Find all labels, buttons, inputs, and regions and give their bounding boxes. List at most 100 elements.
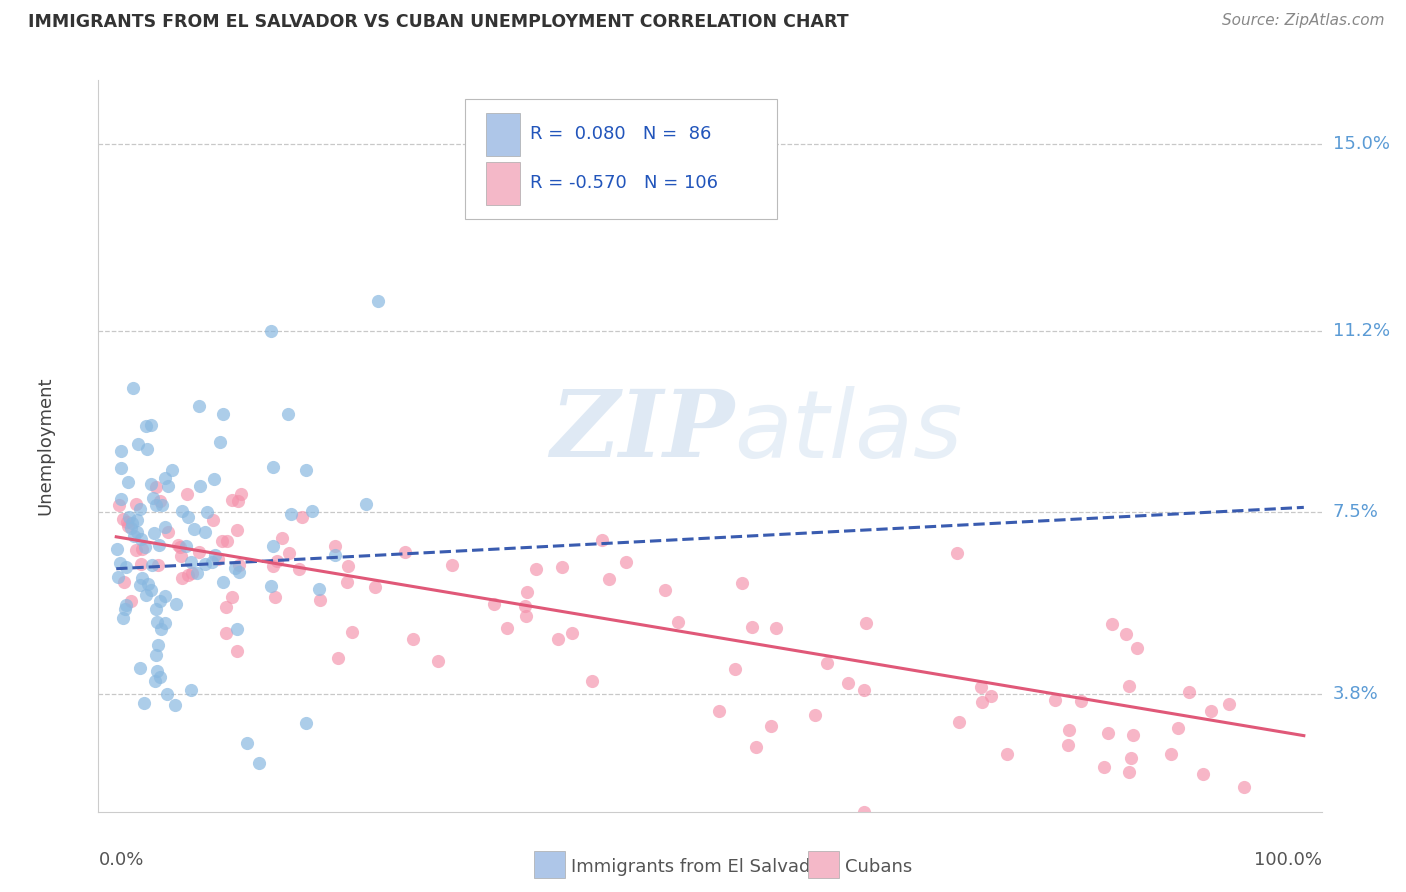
Point (209, 435, 232, 450)
Point (108, 498, 131, 512)
Point (837, 676, 859, 690)
Point (980, 689, 1002, 703)
Point (280, 508, 302, 522)
Point (402, 632, 425, 646)
Point (301, 504, 323, 518)
Point (174, 539, 197, 553)
Point (995, 747, 1018, 761)
Point (212, 407, 235, 421)
Point (146, 639, 169, 653)
Text: atlas: atlas (734, 386, 963, 477)
Point (121, 516, 143, 530)
Point (135, 442, 157, 456)
Point (1118, 680, 1140, 694)
Point (215, 626, 238, 640)
Point (117, 475, 139, 489)
Point (741, 620, 763, 634)
Point (516, 585, 538, 599)
Point (183, 522, 205, 536)
Point (970, 681, 993, 695)
Point (1097, 726, 1119, 740)
Point (1218, 697, 1240, 711)
Point (765, 621, 787, 635)
Point (111, 610, 134, 624)
Point (107, 541, 129, 556)
Point (946, 546, 969, 560)
Point (128, 501, 150, 516)
Point (108, 556, 131, 570)
Point (170, 504, 193, 518)
Point (278, 546, 301, 560)
Point (179, 555, 201, 569)
Point (202, 472, 225, 486)
Point (707, 705, 730, 719)
Point (112, 575, 135, 590)
Point (127, 436, 149, 450)
Point (127, 513, 149, 527)
Point (141, 491, 163, 505)
Point (122, 529, 145, 543)
Point (496, 621, 519, 635)
Point (135, 588, 157, 602)
Point (193, 524, 215, 539)
Point (581, 673, 603, 688)
Point (177, 568, 200, 582)
Point (263, 591, 285, 605)
Point (146, 664, 169, 678)
Point (125, 524, 148, 539)
Text: 15.0%: 15.0% (1333, 135, 1389, 153)
FancyBboxPatch shape (486, 113, 520, 155)
Point (482, 597, 505, 611)
Point (277, 407, 299, 421)
Text: Unemployment: Unemployment (37, 376, 55, 516)
Point (170, 549, 193, 563)
Point (1160, 747, 1182, 761)
Point (150, 622, 173, 636)
Point (153, 520, 176, 534)
Point (149, 670, 172, 684)
Point (125, 543, 148, 558)
Point (136, 577, 159, 591)
Point (366, 294, 388, 309)
Point (142, 525, 165, 540)
Point (288, 562, 311, 576)
Point (1192, 767, 1215, 781)
Point (188, 400, 211, 414)
Point (176, 487, 198, 501)
Text: 11.2%: 11.2% (1333, 322, 1391, 340)
Point (354, 497, 377, 511)
Point (129, 577, 152, 591)
Point (724, 662, 747, 676)
Point (744, 739, 766, 754)
Point (153, 589, 176, 603)
Point (221, 492, 243, 507)
Point (153, 471, 176, 485)
Point (226, 493, 249, 508)
Text: Source: ZipAtlas.com: Source: ZipAtlas.com (1222, 13, 1385, 29)
Point (120, 521, 142, 535)
Point (156, 524, 179, 539)
Text: 7.5%: 7.5% (1333, 503, 1379, 521)
Point (150, 498, 173, 512)
Point (1126, 641, 1149, 656)
Point (547, 632, 569, 646)
Point (165, 597, 187, 611)
Text: R =  0.080   N =  86: R = 0.080 N = 86 (530, 126, 711, 144)
Point (141, 558, 163, 573)
Point (260, 579, 283, 593)
Point (1122, 728, 1144, 742)
Point (948, 714, 970, 729)
Point (153, 616, 176, 631)
Point (326, 651, 349, 665)
Point (129, 661, 152, 675)
Point (141, 417, 163, 432)
Text: 0.0%: 0.0% (98, 851, 143, 869)
Point (323, 548, 346, 562)
Point (228, 565, 250, 579)
Point (131, 541, 153, 556)
Point (163, 698, 186, 712)
Point (666, 615, 689, 629)
Point (146, 615, 169, 630)
Point (221, 590, 243, 604)
Point (135, 419, 157, 434)
